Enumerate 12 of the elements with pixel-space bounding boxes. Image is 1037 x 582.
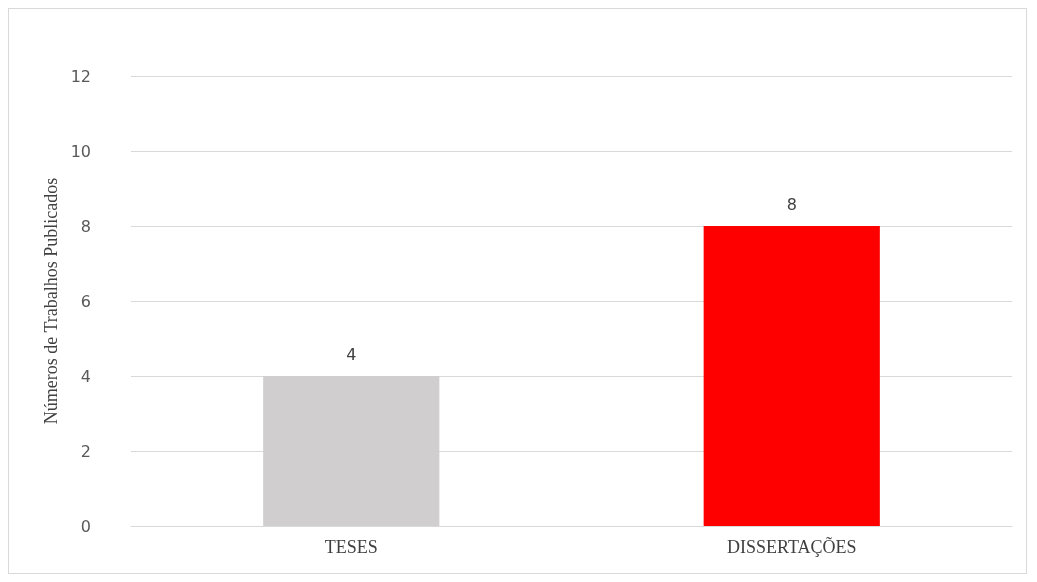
y-axis-title: Números de Trabalhos Publicados	[40, 177, 61, 425]
y-tick-label: 4	[80, 366, 91, 386]
y-tick-label: 8	[80, 216, 91, 236]
data-label: 4	[346, 344, 357, 364]
y-tick-label: 12	[70, 66, 91, 86]
y-tick-label: 0	[80, 516, 91, 536]
x-tick-label: TESES	[324, 537, 378, 557]
y-tick-label: 10	[70, 141, 91, 161]
data-label: 8	[786, 194, 797, 214]
y-tick-label: 6	[80, 291, 91, 311]
x-tick-label: DISSERTAÇÕES	[727, 536, 857, 557]
y-tick-label: 2	[80, 441, 91, 461]
